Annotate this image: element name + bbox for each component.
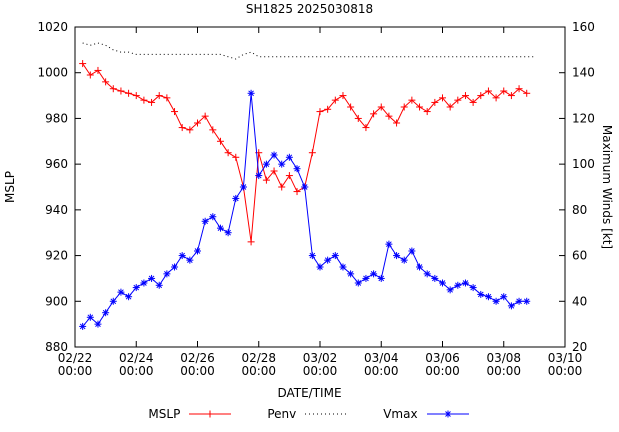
legend-sample-2 bbox=[426, 410, 469, 418]
x-tick-label-date: 02/26 bbox=[180, 351, 215, 365]
x-tick-label-date: 03/04 bbox=[364, 351, 399, 365]
series-line-vmax bbox=[82, 93, 527, 327]
x-tick-label-time: 00:00 bbox=[364, 364, 399, 378]
x-tick-label-time: 00:00 bbox=[548, 364, 583, 378]
legend-sample-line-mslp bbox=[189, 410, 232, 418]
y-axis-label-right: Maximum Winds [kt] bbox=[600, 124, 614, 250]
legend-label-vmax: Vmax bbox=[383, 407, 418, 421]
y-tick-label-right: 160 bbox=[572, 20, 595, 34]
x-axis-label: DATE/TIME bbox=[277, 386, 342, 400]
x-axis-ticks: 02/2200:0002/2400:0002/2600:0002/2800:00… bbox=[58, 27, 583, 378]
y-tick-label-left: 940 bbox=[45, 203, 68, 217]
x-tick-label-time: 00:00 bbox=[180, 364, 215, 378]
y-tick-label-right: 120 bbox=[572, 111, 595, 125]
legend-label-penv: Penv bbox=[267, 407, 297, 421]
x-tick-label-time: 00:00 bbox=[241, 364, 276, 378]
x-tick-label-date: 03/06 bbox=[425, 351, 460, 365]
x-tick-label-time: 00:00 bbox=[303, 364, 338, 378]
x-tick-label-date: 02/22 bbox=[58, 351, 93, 365]
legend-sample-0 bbox=[189, 410, 232, 418]
series-line-penv bbox=[82, 42, 535, 60]
x-tick-label-date: 03/10 bbox=[548, 351, 583, 365]
x-tick-label-date: 03/08 bbox=[486, 351, 521, 365]
series-line-mslp bbox=[82, 63, 527, 242]
y-tick-label-left: 1020 bbox=[37, 20, 68, 34]
legend-entry-penv: Penv bbox=[267, 407, 349, 421]
y-tick-label-left: 1000 bbox=[37, 66, 68, 80]
legend: MSLP Penv Vmax bbox=[0, 407, 619, 421]
legend-entry-vmax: Vmax bbox=[383, 407, 470, 421]
y-axis-label-left: MSLP bbox=[3, 171, 17, 203]
legend-sample-line-vmax bbox=[426, 410, 469, 418]
x-tick-label-date: 03/02 bbox=[303, 351, 338, 365]
x-tick-label-time: 00:00 bbox=[425, 364, 460, 378]
y-tick-label-right: 100 bbox=[572, 157, 595, 171]
x-tick-label-date: 02/24 bbox=[119, 351, 154, 365]
chart-title: SH1825 2025030818 bbox=[245, 2, 374, 16]
y-tick-label-right: 40 bbox=[572, 294, 587, 308]
legend-entry-mslp: MSLP bbox=[148, 407, 233, 421]
x-tick-label-time: 00:00 bbox=[58, 364, 93, 378]
y-tick-label-left: 900 bbox=[45, 294, 68, 308]
y-tick-label-left: 920 bbox=[45, 249, 68, 263]
y-tick-label-right: 80 bbox=[572, 203, 587, 217]
y-axis-ticks: 880 20 900 40 920 60 940 80 960 100 980 120 1000 140 1… bbox=[37, 20, 594, 354]
y-tick-label-left: 980 bbox=[45, 111, 68, 125]
x-tick-label-time: 00:00 bbox=[119, 364, 154, 378]
y-tick-label-right: 60 bbox=[572, 249, 587, 263]
y-tick-label-left: 880 bbox=[45, 340, 68, 354]
series-markers-mslp bbox=[79, 60, 531, 246]
y-tick-label-right: 20 bbox=[572, 340, 587, 354]
legend-sample-1 bbox=[305, 413, 348, 415]
x-tick-label-date: 02/28 bbox=[241, 351, 276, 365]
y-tick-label-left: 960 bbox=[45, 157, 68, 171]
x-tick-label-time: 00:00 bbox=[486, 364, 521, 378]
y-tick-label-right: 140 bbox=[572, 66, 595, 80]
series-markers-vmax bbox=[79, 89, 531, 330]
legend-label-mslp: MSLP bbox=[148, 407, 181, 421]
